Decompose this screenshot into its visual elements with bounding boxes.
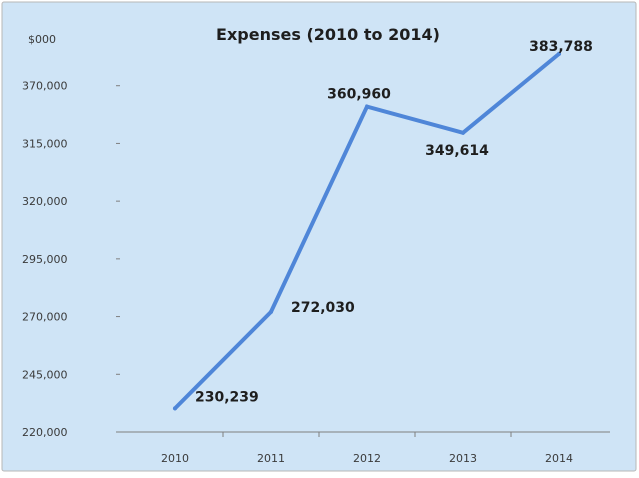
- y-axis: 220,000 245,000 270,000 295,000 320,000 315,0…: [22, 80, 120, 439]
- x-axis: 2010 2011 2012 2013 2014: [161, 432, 573, 465]
- x-tick-label: 2013: [449, 452, 477, 465]
- x-tick-label: 2010: [161, 452, 189, 465]
- data-point: [365, 104, 369, 109]
- data-point: [173, 406, 177, 411]
- y-tick-label: 320,000: [22, 195, 68, 208]
- y-tick-label: 315,000: [22, 137, 68, 150]
- series-group: [173, 51, 561, 411]
- data-point: [461, 130, 465, 135]
- y-tick-label: 220,000: [22, 426, 68, 439]
- y-tick-label: 370,000: [22, 80, 68, 93]
- y-tick-label: 270,000: [22, 311, 68, 324]
- data-point: [269, 309, 273, 314]
- y-axis-unit-label: $000: [28, 33, 56, 46]
- y-tick-label: 245,000: [22, 368, 68, 381]
- data-label: 360,960: [327, 87, 391, 103]
- data-label: 383,788: [529, 39, 593, 55]
- data-point: [557, 51, 561, 56]
- data-labels: 230,239 272,030 360,960 349,614 383,788: [195, 39, 593, 405]
- chart-title: Expenses (2010 to 2014): [216, 25, 440, 44]
- x-tick-label: 2011: [257, 452, 285, 465]
- data-label: 349,614: [425, 143, 489, 159]
- x-tick-label: 2014: [545, 452, 573, 465]
- data-label: 272,030: [291, 300, 355, 316]
- y-tick-label: 295,000: [22, 253, 68, 266]
- data-label: 230,239: [195, 389, 259, 405]
- x-tick-label: 2012: [353, 452, 381, 465]
